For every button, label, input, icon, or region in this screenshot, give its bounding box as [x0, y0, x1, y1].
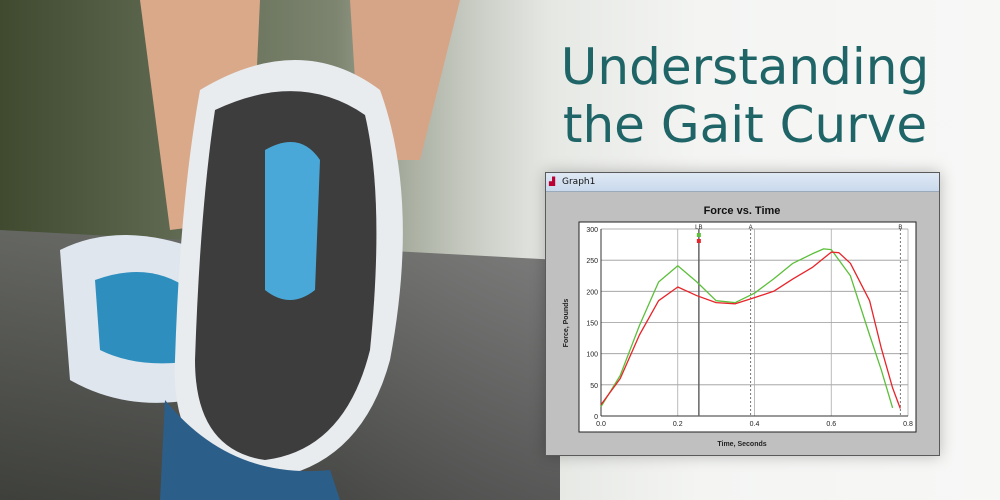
x-axis-label: Time, Seconds — [717, 441, 766, 448]
window-title: Graph1 — [562, 177, 596, 187]
marker-label-LB: LB — [695, 225, 702, 231]
x-tick-label: 0.4 — [750, 421, 760, 428]
y-tick-label: 150 — [586, 321, 598, 328]
graph-window: ▟ Graph1 Force vs. Time 0 50 100 150 200 250 30… — [545, 172, 940, 456]
y-tick-label: 100 — [586, 352, 598, 359]
headline-line-1: Understanding — [560, 38, 930, 96]
marker-point — [696, 239, 701, 243]
plot-area — [578, 221, 917, 433]
y-tick-label: 250 — [586, 258, 598, 265]
running-shoe-photo — [0, 0, 560, 500]
series-line-2 — [600, 251, 901, 409]
headline-line-2: the Gait Curve — [562, 96, 928, 154]
marker-label-B: B — [898, 225, 902, 231]
y-tick-label: 50 — [590, 383, 598, 390]
x-tick-label: 0.2 — [673, 421, 683, 428]
chart-title: Force vs. Time — [704, 205, 781, 217]
y-tick-label: 300 — [586, 227, 598, 234]
x-tick-label: 0.6 — [826, 421, 836, 428]
window-titlebar[interactable]: ▟ Graph1 — [546, 173, 939, 192]
marker-label-A: A — [749, 225, 753, 231]
marker-point — [696, 233, 701, 237]
x-tick-label: 0.0 — [596, 421, 606, 428]
series-line-1 — [600, 248, 894, 409]
chart-icon: ▟ — [549, 177, 556, 186]
force-time-chart: Force vs. Time 0 50 100 150 200 250 300 0.0 0.2 0.… — [563, 205, 917, 448]
x-tick-label: 0.8 — [903, 421, 913, 428]
y-tick-label: 200 — [586, 289, 598, 296]
headline: Understanding the Gait Curve — [540, 38, 950, 154]
y-tick-label: 0 — [594, 414, 598, 421]
y-axis-label: Force, Pounds — [563, 299, 570, 348]
